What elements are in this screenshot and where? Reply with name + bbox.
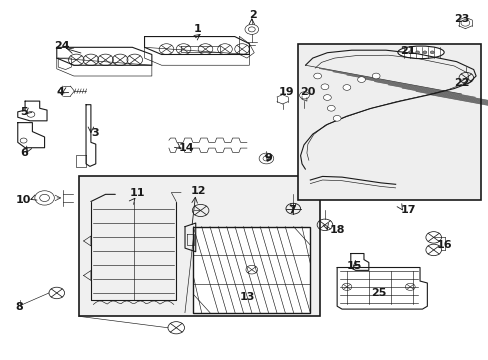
Text: 9: 9 xyxy=(264,153,271,163)
Text: 24: 24 xyxy=(54,41,70,50)
Circle shape xyxy=(332,116,340,121)
Circle shape xyxy=(422,51,426,54)
Circle shape xyxy=(429,51,433,54)
Text: 25: 25 xyxy=(370,288,386,298)
Circle shape xyxy=(415,51,419,54)
Text: 4: 4 xyxy=(57,87,64,97)
Bar xyxy=(298,44,480,200)
Circle shape xyxy=(371,73,379,79)
Text: 20: 20 xyxy=(300,87,315,97)
Circle shape xyxy=(357,77,365,82)
Bar xyxy=(79,176,320,316)
Text: 1: 1 xyxy=(193,24,201,35)
Text: 5: 5 xyxy=(20,107,28,117)
Text: 17: 17 xyxy=(400,206,415,216)
Circle shape xyxy=(323,95,330,100)
Circle shape xyxy=(35,191,54,205)
Circle shape xyxy=(259,153,273,164)
Text: 10: 10 xyxy=(15,195,31,205)
Text: 2: 2 xyxy=(249,10,257,20)
Text: 22: 22 xyxy=(453,78,468,88)
Text: 8: 8 xyxy=(15,302,23,312)
Text: 18: 18 xyxy=(329,225,345,235)
Bar xyxy=(193,226,310,313)
Text: 16: 16 xyxy=(436,239,452,249)
Text: 15: 15 xyxy=(346,261,362,271)
Circle shape xyxy=(244,24,258,35)
Text: 23: 23 xyxy=(453,14,468,24)
Circle shape xyxy=(327,105,334,111)
Text: 6: 6 xyxy=(20,148,28,158)
Text: 13: 13 xyxy=(239,292,254,302)
Text: 12: 12 xyxy=(190,186,206,196)
Text: 3: 3 xyxy=(91,129,98,138)
Ellipse shape xyxy=(397,46,443,59)
Circle shape xyxy=(313,73,321,79)
Text: 19: 19 xyxy=(278,87,294,97)
Text: 11: 11 xyxy=(130,188,145,198)
Circle shape xyxy=(321,84,328,90)
Text: 7: 7 xyxy=(288,206,296,216)
Text: 14: 14 xyxy=(178,143,194,153)
Circle shape xyxy=(342,85,350,90)
Circle shape xyxy=(407,51,411,54)
Text: 21: 21 xyxy=(400,46,415,56)
Circle shape xyxy=(299,92,309,99)
